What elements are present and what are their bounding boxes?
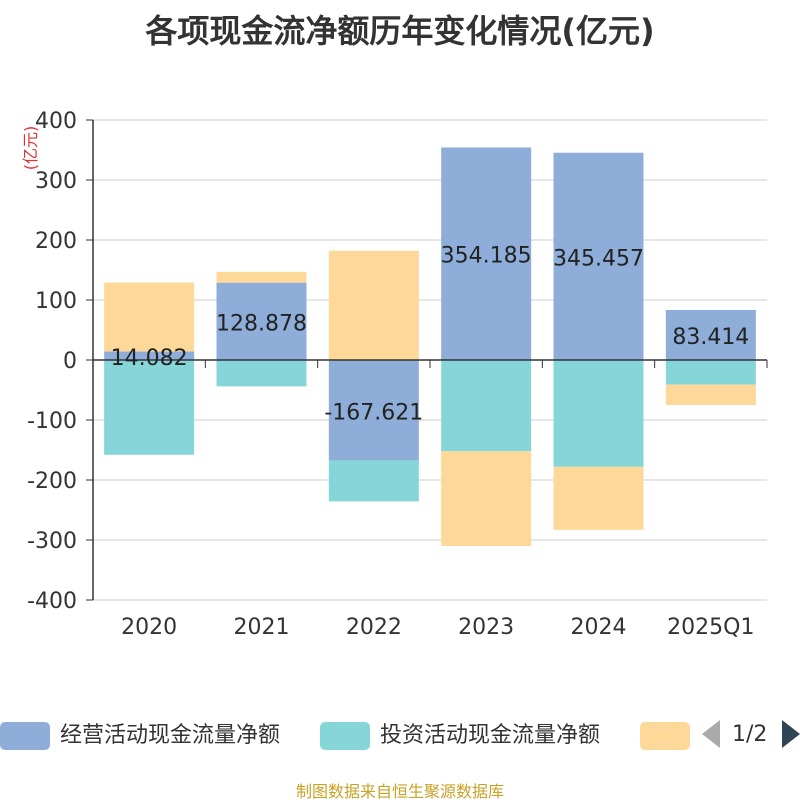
bar-s2-2020 [104, 282, 195, 352]
x-tick-label-2021: 2021 [234, 615, 290, 640]
y-tick-label-8: -400 [27, 589, 77, 614]
bar-s2-2023 [441, 451, 532, 546]
y-tick-label-3: 100 [35, 289, 77, 314]
y-tick-label-4: 0 [63, 349, 77, 374]
data-source-note: 制图数据来自恒生聚源数据库 [295, 782, 504, 801]
data-label-2024: 345.457 [553, 246, 644, 271]
bar-s1-2021 [216, 360, 307, 387]
x-tick-label-2025Q1: 2025Q1 [667, 615, 754, 640]
data-label-2023: 354.185 [441, 244, 532, 269]
legend: 经营活动现金流量净额 投资活动现金流量净额 1/2 [0, 716, 800, 756]
bar-s0-2024 [553, 152, 644, 360]
data-label-2022: -167.621 [324, 400, 423, 425]
legend-swatch-financing [640, 722, 690, 750]
x-tick-label-2024: 2024 [571, 615, 627, 640]
bar-s1-2020 [104, 360, 195, 455]
bar-s1-2022 [328, 460, 419, 502]
bar-s2-2022 [328, 250, 419, 360]
legend-swatch-operating [0, 722, 50, 750]
bar-s0-2021 [216, 282, 307, 360]
legend-label-investing: 投资活动现金流量净额 [380, 723, 601, 748]
data-label-2021: 128.878 [216, 311, 307, 336]
x-tick-label-2020: 2020 [121, 615, 177, 640]
y-axis-label: (亿元) [21, 126, 40, 171]
bar-s0-2023 [441, 147, 532, 360]
y-tick-label-5: -100 [27, 409, 77, 434]
bar-s2-2021 [216, 271, 307, 283]
bar-chart: 400 300 200 100 0 -100 -200 -300 -400 (亿元) 2020 202… [21, 109, 768, 640]
legend-page-indicator: 1/2 [732, 722, 768, 747]
legend-next-page-icon[interactable] [782, 720, 800, 748]
data-label-2025Q1: 83.414 [672, 325, 749, 350]
bar-s0-2020 [104, 351, 195, 360]
bar-s2-2024 [553, 466, 644, 530]
bar-s1-2024 [553, 360, 644, 467]
bar-s2-2025Q1 [665, 384, 756, 405]
y-tick-label-7: -300 [27, 529, 77, 554]
data-label-2020: 14.082 [111, 346, 188, 371]
legend-swatch-investing [320, 722, 370, 750]
x-tick-label-2022: 2022 [346, 615, 402, 640]
y-tick-label-1: 300 [35, 169, 77, 194]
x-tick-label-2023: 2023 [458, 615, 514, 640]
bar-s1-2025Q1 [665, 360, 756, 385]
y-tick-label-6: -200 [27, 469, 77, 494]
bar-s1-2023 [441, 360, 532, 452]
legend-label-operating: 经营活动现金流量净额 [60, 723, 281, 748]
y-tick-label-0: 400 [35, 109, 77, 134]
legend-prev-page-icon[interactable] [702, 720, 720, 748]
chart-title: 各项现金流净额历年变化情况(亿元) [145, 12, 655, 50]
bar-s0-2025Q1 [665, 309, 756, 360]
bar-s0-2022 [328, 360, 419, 461]
y-tick-label-2: 200 [35, 229, 77, 254]
